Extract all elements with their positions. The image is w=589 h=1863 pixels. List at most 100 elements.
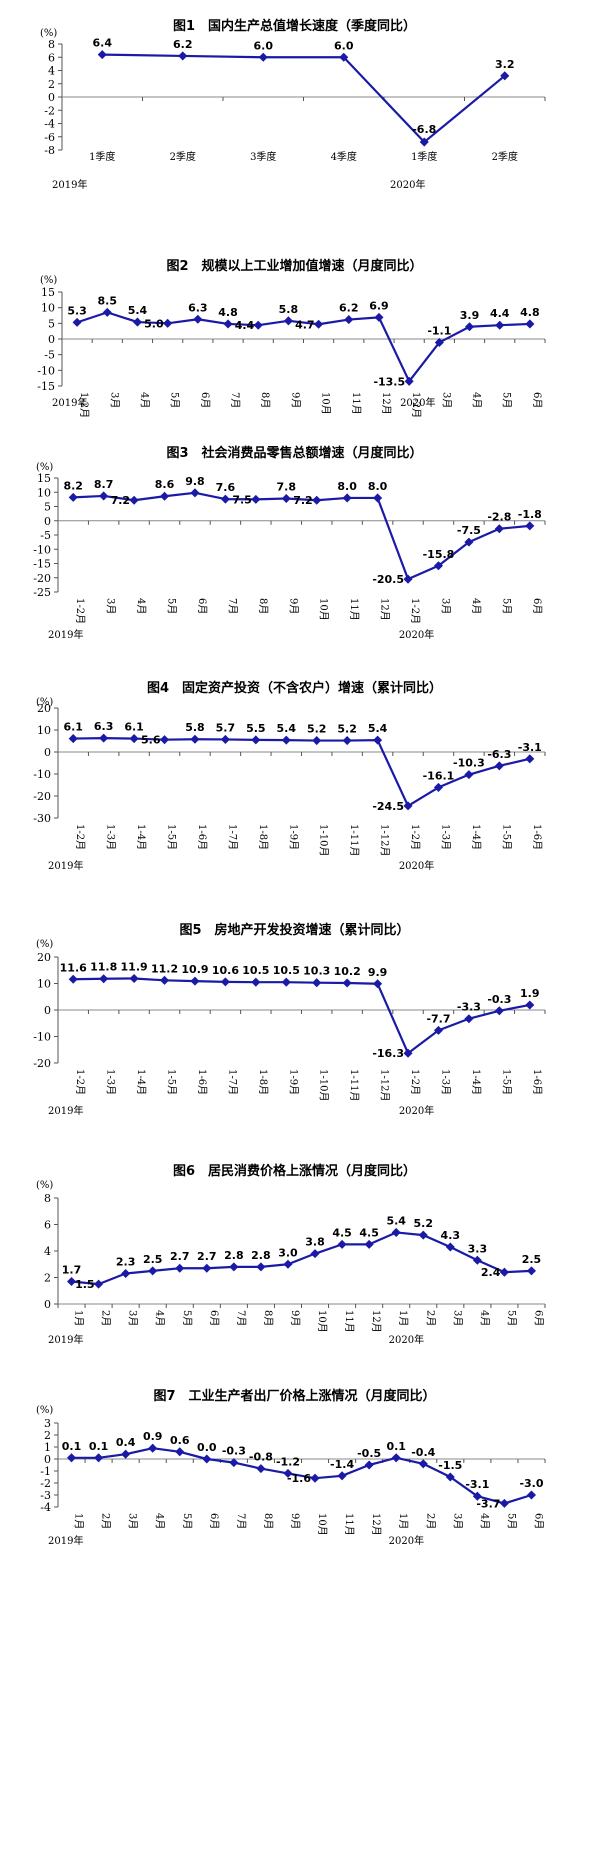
series-line bbox=[73, 737, 531, 808]
x-tick-label: 1-7月 bbox=[226, 1069, 238, 1095]
x-tick-label: 1月 bbox=[73, 1513, 85, 1529]
x-tick-label: 1-4月 bbox=[470, 1069, 482, 1095]
x-tick-label: 2季度 bbox=[170, 150, 196, 163]
data-point bbox=[256, 1464, 266, 1474]
y-tick-label: 10 bbox=[37, 486, 51, 499]
data-point bbox=[202, 1454, 212, 1464]
y-tick-label: -10 bbox=[33, 1031, 51, 1044]
x-tick-label: 3月 bbox=[105, 598, 117, 614]
y-tick-label: -8 bbox=[44, 144, 55, 157]
chart-panel-2: 图2 规模以上工业增加值增速（月度同比） (%) 15 10 5 0 -5 -10 -15 1-2… bbox=[0, 258, 589, 438]
y-tick-label: -4 bbox=[40, 1501, 51, 1514]
x-tick-label: 3月 bbox=[451, 1310, 463, 1326]
x-tick-label: 4月 bbox=[154, 1513, 166, 1529]
x-tick-label: 1-8月 bbox=[257, 824, 269, 850]
data-label: -1.8 bbox=[518, 508, 542, 521]
y-tick-label: 10 bbox=[37, 978, 51, 991]
data-point bbox=[314, 319, 324, 329]
data-point bbox=[337, 1471, 347, 1481]
data-point bbox=[310, 1249, 320, 1259]
x-tick-label: 5月 bbox=[169, 392, 181, 408]
data-label: 6.3 bbox=[188, 301, 208, 314]
x-tick-label: 1-12月 bbox=[379, 824, 391, 856]
year-label: 2019年 bbox=[48, 1534, 83, 1547]
data-label: -0.8 bbox=[249, 1451, 273, 1464]
data-label: 5.6 bbox=[141, 734, 161, 747]
data-label: 8.0 bbox=[368, 480, 388, 493]
x-tick-label: 1-6月 bbox=[196, 1069, 208, 1095]
year-label: 2019年 bbox=[48, 1104, 83, 1117]
data-label: 5.3 bbox=[67, 304, 87, 317]
x-tick-label: 5月 bbox=[505, 1310, 517, 1326]
data-label: 6.0 bbox=[334, 39, 354, 52]
chart-4-svg: 图4 固定资产投资（不含农户）增速（累计同比） (%)20 10 0 -10 -20 -30… bbox=[33, 680, 546, 872]
y-tick-label: -30 bbox=[33, 812, 51, 825]
x-tick-label: 12月 bbox=[370, 1513, 382, 1536]
data-label: 2.4 bbox=[481, 1266, 501, 1279]
chart-title: 图6 居民消费价格上涨情况（月度同比） bbox=[173, 1163, 416, 1179]
y-tick-label: -25 bbox=[33, 586, 51, 599]
data-label: 4.4 bbox=[235, 319, 255, 332]
data-point bbox=[175, 1447, 185, 1457]
x-tick-label: 1-5月 bbox=[500, 824, 512, 850]
data-label: -6.3 bbox=[487, 748, 511, 761]
x-tick-label: 1-10月 bbox=[318, 1069, 330, 1101]
data-label: -16.3 bbox=[372, 1047, 404, 1060]
x-tick-label: 7月 bbox=[226, 598, 238, 614]
x-tick-label: 1-11月 bbox=[348, 1069, 360, 1101]
x-tick-label: 10月 bbox=[316, 1310, 328, 1333]
data-label: 4.8 bbox=[218, 306, 238, 319]
y-tick-label: 0 bbox=[44, 746, 51, 759]
data-label: 0.9 bbox=[143, 1430, 163, 1443]
data-label: 10.2 bbox=[334, 965, 361, 978]
y-tick-label: 2 bbox=[48, 78, 55, 91]
data-point bbox=[121, 1268, 131, 1279]
data-point bbox=[464, 1014, 474, 1024]
x-tick-label: 11月 bbox=[348, 598, 360, 621]
data-point bbox=[68, 974, 78, 984]
data-label: -1.4 bbox=[330, 1458, 354, 1471]
y-tick-label: 4 bbox=[48, 65, 55, 78]
x-tick-label: 5月 bbox=[505, 1513, 517, 1529]
data-point bbox=[499, 1267, 509, 1277]
data-point bbox=[465, 322, 475, 332]
x-tick-label: 1-2月 bbox=[74, 824, 86, 850]
data-label: 5.8 bbox=[279, 303, 299, 316]
x-tick-label: 2季度 bbox=[492, 150, 518, 163]
data-label: 2.8 bbox=[251, 1249, 271, 1262]
year-label: 2020年 bbox=[389, 1333, 424, 1346]
data-point bbox=[342, 978, 352, 988]
y-unit-label: (%) bbox=[40, 275, 57, 286]
data-label: 3.0 bbox=[278, 1246, 298, 1259]
data-label: 1.5 bbox=[75, 1278, 95, 1291]
x-tick-label: 1-7月 bbox=[226, 824, 238, 850]
y-tick-label: -10 bbox=[37, 364, 55, 377]
y-tick-label: 20 bbox=[37, 702, 51, 715]
x-tick-label: 8月 bbox=[259, 392, 271, 408]
data-point bbox=[342, 736, 352, 746]
data-label: 0.4 bbox=[116, 1436, 136, 1449]
y-unit-label: (%) bbox=[36, 1180, 53, 1191]
data-label: -10.3 bbox=[453, 757, 485, 770]
data-label: 10.5 bbox=[242, 964, 269, 977]
data-label: 10.5 bbox=[273, 964, 300, 977]
y-tick-label: 2 bbox=[44, 1272, 51, 1285]
series-line bbox=[73, 491, 530, 581]
data-point bbox=[163, 318, 173, 328]
data-label: 4.8 bbox=[520, 306, 540, 319]
data-point bbox=[281, 493, 291, 504]
y-tick-label: 15 bbox=[37, 472, 51, 485]
data-point bbox=[281, 735, 291, 745]
data-label: 6.2 bbox=[339, 302, 359, 315]
data-point bbox=[253, 320, 263, 330]
data-point bbox=[344, 315, 354, 325]
data-label: 4.7 bbox=[295, 318, 315, 331]
data-label: 2.5 bbox=[143, 1253, 163, 1266]
y-tick-label: 6 bbox=[48, 51, 55, 64]
data-point bbox=[464, 770, 474, 780]
x-tick-label: 3季度 bbox=[250, 150, 276, 163]
data-label: -0.5 bbox=[357, 1447, 381, 1460]
data-label: 6.1 bbox=[124, 721, 144, 734]
